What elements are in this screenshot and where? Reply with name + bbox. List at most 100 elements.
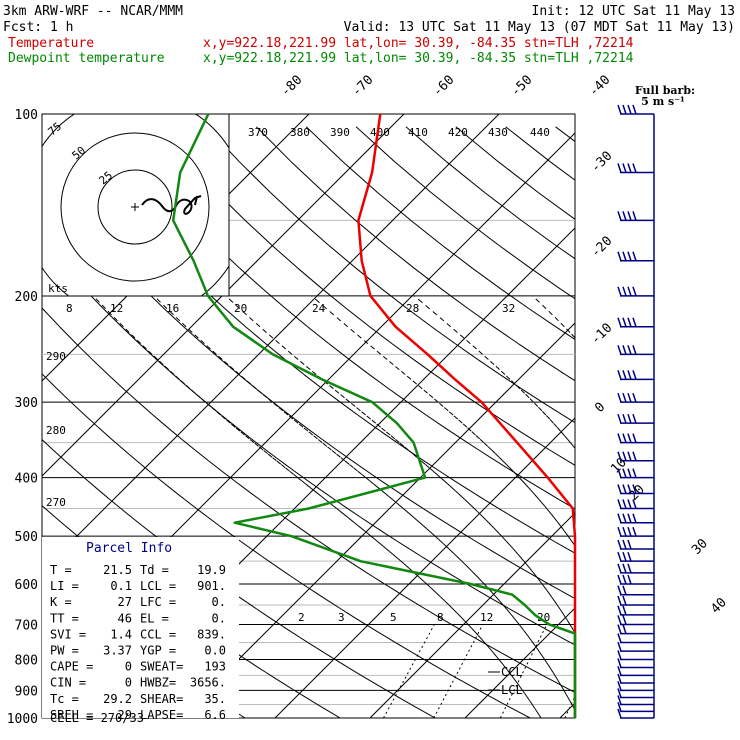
moist-adiabat-seg — [403, 445, 409, 451]
dry-adiabat-seg — [366, 470, 382, 482]
dry-adiabat-seg — [64, 460, 77, 472]
dry-adiabat-seg — [484, 499, 500, 509]
moist-adiabat-seg — [225, 295, 234, 303]
moist-adiabat-seg — [448, 548, 453, 552]
moist-adiabat-seg — [365, 414, 372, 420]
wind-barb-flag — [632, 345, 637, 355]
moist-adiabat-seg — [568, 698, 571, 701]
moist-adiabat-seg — [327, 383, 334, 390]
dry-adiabat-seg — [441, 244, 473, 269]
wind-barb-flag — [617, 650, 622, 660]
moist-adiabat-seg — [484, 642, 487, 645]
moist-adiabat-seg — [559, 608, 562, 612]
moist-adiabat-seg — [451, 486, 456, 491]
dry-adiabat-seg — [265, 343, 286, 360]
moist-adiabat-seg — [398, 369, 406, 375]
moist-adiabat-seg — [475, 434, 481, 440]
dry-adiabat-seg — [549, 161, 576, 181]
dry-adiabat-seg — [501, 652, 511, 659]
moist-adiabat-seg — [477, 635, 481, 638]
wind-barb-flag — [622, 551, 627, 562]
moist-adiabat-seg — [406, 565, 410, 569]
pressure-tick-label: 700 — [15, 618, 38, 633]
dry-adiabat-seg — [324, 652, 333, 659]
wind-barb-flag — [617, 624, 622, 634]
dry-adiabat-seg — [141, 525, 153, 534]
dry-adiabat-seg — [560, 590, 572, 598]
isotherm-label: -80 — [278, 73, 305, 100]
dry-adiabat-seg — [41, 307, 43, 309]
moist-adiabat-seg — [456, 556, 460, 560]
parcel-info-value: 839. — [197, 627, 226, 641]
wind-barb-flag — [627, 539, 632, 550]
wind-barb-flag — [627, 433, 632, 443]
moist-adiabat-label: 32 — [502, 302, 515, 315]
dry-adiabat-seg — [437, 667, 447, 673]
wind-barb — [617, 595, 654, 606]
moist-adiabat-seg — [508, 543, 512, 547]
moist-adiabat-seg — [553, 516, 557, 521]
dry-adiabat-seg — [385, 533, 398, 542]
wind-barb — [617, 624, 654, 635]
moist-adiabat-seg — [285, 348, 293, 355]
moist-adiabat-seg — [360, 410, 366, 416]
dry-adiabat-seg — [121, 326, 140, 345]
moist-adiabat-seg — [495, 596, 499, 600]
moist-adiabat-seg — [179, 320, 187, 328]
dry-adiabat-seg — [482, 642, 493, 649]
dry-adiabat-seg — [454, 625, 465, 633]
moist-adiabat-seg — [490, 649, 493, 652]
moist-adiabat-seg — [512, 676, 515, 679]
moist-adiabat-seg — [344, 460, 350, 465]
moist-adiabat-seg — [571, 627, 574, 631]
moist-adiabat-seg — [548, 665, 551, 668]
moist-adiabat-seg — [464, 620, 467, 623]
moist-adiabat-seg — [545, 308, 553, 316]
dry-adiabat-seg — [478, 449, 496, 462]
moist-adiabat-seg — [540, 581, 543, 585]
moist-adiabat-seg — [255, 388, 263, 394]
moist-adiabat-seg — [303, 364, 311, 371]
moist-adiabat-seg — [551, 513, 555, 518]
moist-adiabat-seg — [516, 682, 519, 685]
moist-adiabat-seg — [289, 470, 294, 475]
moist-adiabat-seg — [563, 690, 566, 693]
wind-barb-flag — [627, 392, 632, 403]
moist-adiabat-seg — [440, 477, 445, 482]
parcel-info-value: 0.1 — [110, 579, 132, 593]
wind-barb-flag — [632, 286, 637, 297]
dry-adiabat-seg — [434, 374, 456, 390]
wind-barb-flag — [627, 345, 632, 355]
moist-adiabat-seg — [506, 608, 509, 612]
moist-adiabat-seg — [354, 406, 361, 412]
pressure-tick-label: 200 — [15, 290, 38, 305]
dry-adiabat-seg — [220, 414, 237, 428]
moist-adiabat-seg — [344, 397, 351, 403]
dry-adiabat-seg — [541, 359, 566, 375]
dry-adiabat-seg — [335, 714, 341, 719]
dry-adiabat-seg — [501, 702, 511, 708]
dry-adiabat-seg — [52, 449, 66, 462]
dry-adiabat-seg — [270, 192, 301, 221]
moist-adiabat-seg — [493, 364, 500, 371]
moist-adiabat-seg — [244, 378, 252, 385]
moist-adiabat-seg — [549, 667, 552, 670]
moist-adiabat-seg — [524, 483, 529, 488]
dry-adiabat-seg — [234, 480, 248, 491]
dry-adiabat-seg — [239, 161, 271, 194]
dry-adiabat-seg — [180, 438, 196, 451]
moist-adiabat-seg — [528, 636, 531, 640]
moist-adiabat-seg — [491, 650, 494, 654]
moist-adiabat-seg — [462, 618, 465, 622]
moist-adiabat-seg — [502, 604, 506, 608]
pressure-tick-label: 600 — [15, 578, 38, 593]
dry-adiabat-seg — [70, 401, 86, 416]
parcel-info-key: CIN = — [50, 676, 86, 690]
moist-adiabat-seg — [569, 700, 571, 703]
dry-adiabat-seg — [420, 555, 434, 564]
moist-adiabat-seg — [504, 667, 508, 670]
moist-adiabat-seg — [287, 414, 294, 420]
moist-adiabat-seg — [538, 715, 541, 717]
moist-adiabat-seg — [92, 295, 100, 303]
moist-adiabat-seg — [333, 388, 340, 394]
